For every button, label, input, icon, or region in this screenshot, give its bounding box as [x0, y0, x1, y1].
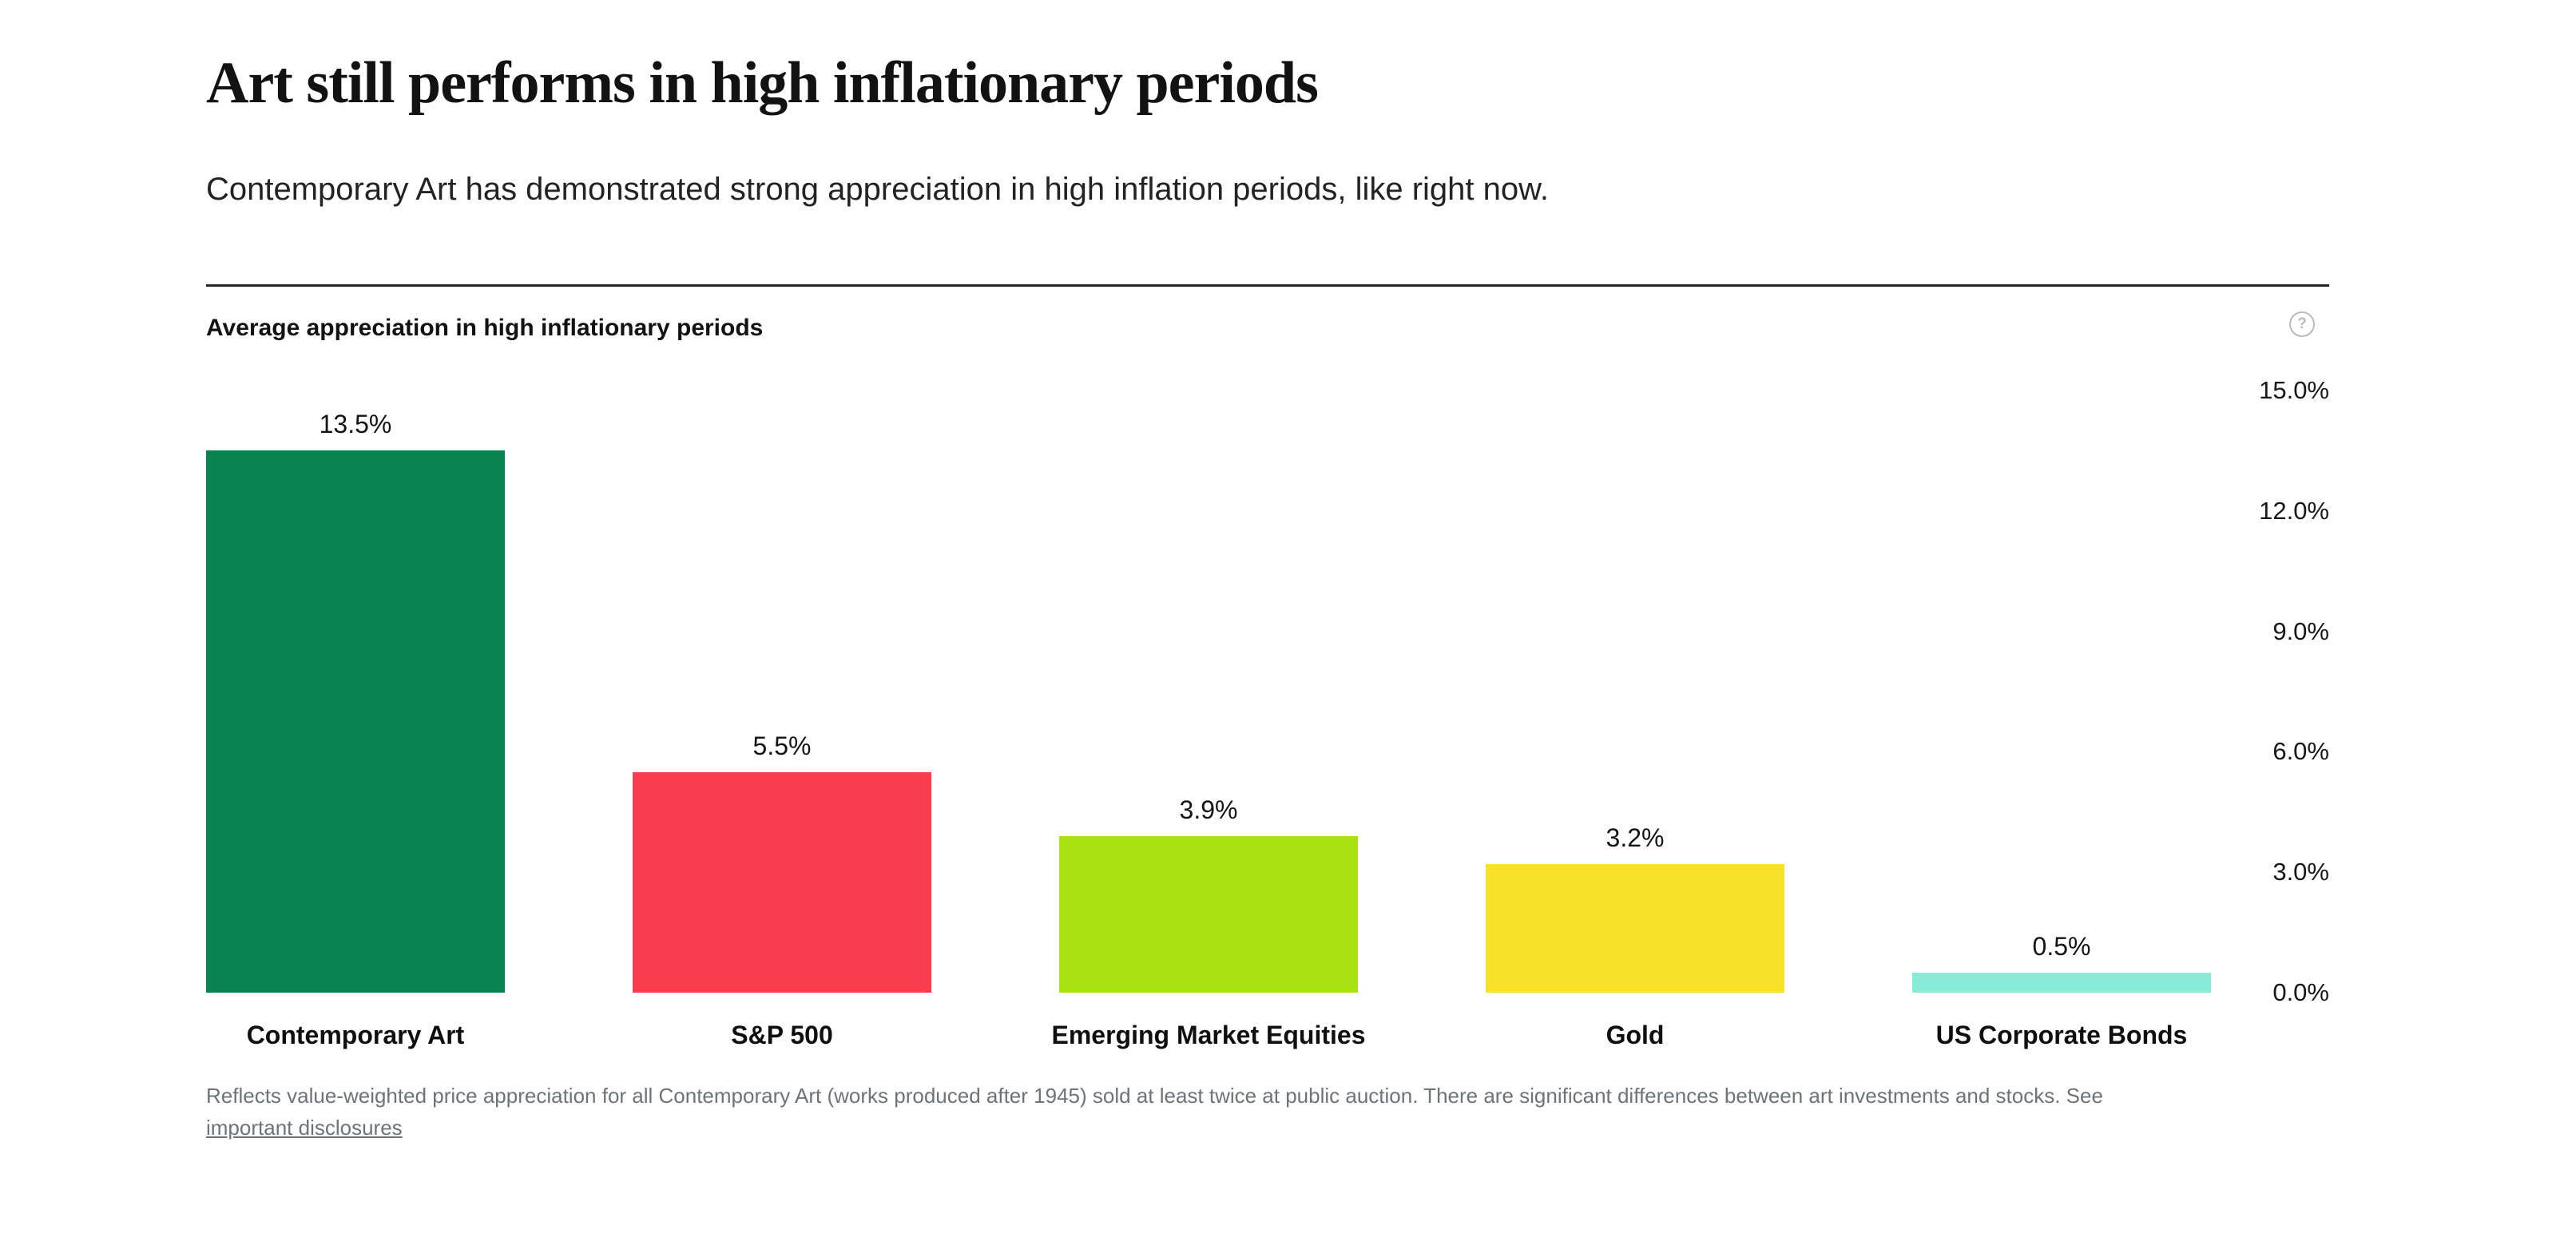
chart-footnote: Reflects value-weighted price appreciati… [206, 1080, 2379, 1144]
bar-s-p-500 [633, 772, 931, 993]
divider [206, 284, 2329, 287]
y-tick-label: 3.0% [2272, 858, 2329, 886]
x-category-label-contemporary-art: Contemporary Art [246, 1021, 465, 1049]
footnote-text: Reflects value-weighted price appreciati… [206, 1084, 2103, 1108]
page-title: Art still performs in high inflationary … [206, 50, 1319, 116]
x-category-label-gold: Gold [1606, 1021, 1665, 1049]
y-tick-label: 0.0% [2272, 978, 2329, 1006]
help-icon[interactable]: ? [2289, 311, 2315, 337]
page-subtitle: Contemporary Art has demonstrated strong… [206, 172, 1549, 207]
bar-gold [1486, 864, 1784, 993]
bar-value-label-emerging-market-equities: 3.9% [1179, 795, 1238, 824]
question-mark-glyph: ? [2297, 315, 2307, 332]
chart-title: Average appreciation in high inflationar… [206, 315, 764, 341]
x-category-label-us-corporate-bonds: US Corporate Bonds [1935, 1021, 2188, 1049]
y-tick-label: 12.0% [2259, 497, 2329, 525]
bar-us-corporate-bonds [1912, 973, 2211, 993]
bar-value-label-us-corporate-bonds: 0.5% [2032, 932, 2091, 961]
y-tick-label: 9.0% [2272, 617, 2329, 645]
y-tick-label: 6.0% [2272, 737, 2329, 765]
y-tick-label: 15.0% [2259, 376, 2329, 404]
x-category-label-emerging-market-equities: Emerging Market Equities [1051, 1021, 1366, 1049]
important-disclosures-link[interactable]: important disclosures [206, 1116, 403, 1140]
bar-value-label-contemporary-art: 13.5% [319, 410, 392, 438]
bar-chart: 0.0% 3.0% 6.0% 9.0% 12.0% 15.0% 13.5% Contempor… [206, 343, 2329, 1150]
bar-contemporary-art [206, 450, 505, 993]
bar-value-label-s-p-500: 5.5% [752, 732, 812, 760]
bar-value-label-gold: 3.2% [1606, 823, 1665, 852]
bar-emerging-market-equities [1059, 836, 1358, 993]
x-category-label-s-p-500: S&P 500 [731, 1021, 833, 1049]
